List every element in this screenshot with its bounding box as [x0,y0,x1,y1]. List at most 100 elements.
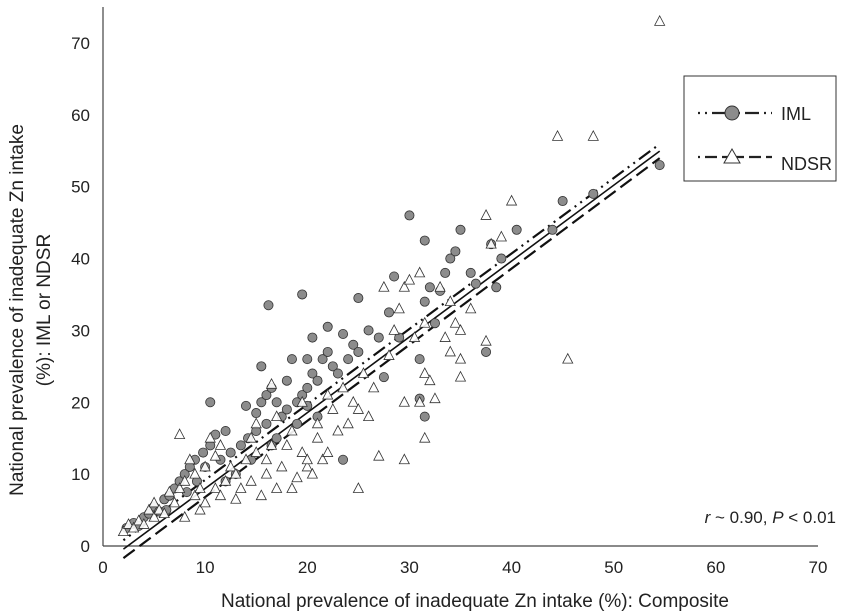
tick-labels: 0 10 20 30 40 50 60 70 0 10 20 30 40 50 60 70 [71,34,827,577]
point-ndsr [368,381,380,393]
point-ndsr [286,482,298,493]
point-ndsr [209,449,222,461]
point-ndsr [444,295,456,307]
point-iml [251,408,262,419]
point-ndsr [204,431,216,443]
fit-line-combined [122,150,661,550]
point-iml [225,447,236,458]
point-ndsr [419,367,431,378]
point-iml [383,307,394,318]
point-ndsr [265,439,278,450]
point-ndsr [296,395,308,407]
point-iml [327,361,338,372]
point-iml [256,397,267,408]
point-ndsr [260,467,273,479]
point-ndsr [480,209,492,220]
x-tick-label: 30 [400,558,419,577]
p-value: < 0.01 [784,508,836,527]
point-ndsr [413,266,426,278]
point-ndsr [260,453,273,465]
point-ndsr [296,446,308,457]
point-iml [394,332,405,343]
point-ndsr [250,417,262,429]
point-ndsr [383,349,395,360]
point-ndsr [362,410,375,422]
point-ndsr [485,237,497,249]
point-iml [419,411,430,422]
point-ndsr [301,460,313,472]
point-ndsr [240,453,252,465]
point-ndsr [454,370,467,382]
point-ndsr [153,503,165,515]
point-iml [419,296,430,307]
point-ndsr [179,474,191,486]
point-ndsr [291,471,303,483]
point-ndsr [235,482,247,493]
point-ndsr [214,439,227,450]
data-points [117,15,666,537]
y-axis-title-line2: (%): IML or NDSR [34,234,55,386]
point-iml [378,372,389,383]
point-iml [240,400,251,411]
point-iml [389,271,400,282]
legend-label-iml: IML [781,104,811,124]
point-iml [198,447,209,458]
point-iml [353,346,364,357]
point-iml [302,354,313,365]
point-ndsr [654,15,666,26]
x-tick-label: 10 [196,558,215,577]
legend-box [683,75,837,182]
point-ndsr [168,496,181,508]
point-iml [322,321,333,332]
point-ndsr [138,518,150,529]
point-iml [353,293,364,304]
point-ndsr [311,431,324,443]
point-iml [363,325,374,336]
point-iml [547,224,558,235]
legend-marker-circle [724,105,740,121]
point-iml [256,361,267,372]
y-tick-label: 0 [81,537,90,556]
point-ndsr [398,280,410,292]
point-ndsr [403,273,416,285]
point-ndsr [495,230,508,242]
point-iml [286,354,297,365]
point-ndsr [209,482,222,493]
point-ndsr [413,395,426,407]
point-iml [348,339,359,350]
point-ndsr [173,428,186,440]
x-tick-label: 0 [98,558,107,577]
x-tick-label: 50 [604,558,623,577]
y-axis-title-line1: National prevalence of inadequate Zn int… [7,124,28,496]
point-ndsr [465,302,477,314]
point-iml [220,426,231,437]
axes [102,7,818,547]
point-iml [491,282,502,293]
point-ndsr [219,474,232,486]
point-iml [481,346,492,357]
point-iml [297,289,308,300]
point-ndsr [286,424,298,436]
point-iml [317,354,328,365]
point-iml [445,253,456,264]
point-iml [404,210,415,221]
point-ndsr [189,467,201,479]
point-ndsr [322,388,334,400]
point-ndsr [419,316,431,328]
point-iml [205,397,216,408]
point-ndsr [322,446,334,457]
point-iml [281,375,292,386]
point-ndsr [143,503,155,515]
point-ndsr [270,410,283,422]
point-ndsr [133,514,145,526]
point-ndsr [311,417,324,429]
y-tick-label: 50 [71,178,90,197]
x-tick-label: 60 [706,558,725,577]
legend-label-ndsr: NDSR [781,154,832,174]
point-iml [332,368,343,379]
legend-entry-iml: IML [698,104,811,124]
point-ndsr [439,331,451,342]
point-ndsr [373,449,385,461]
point-ndsr [163,485,176,497]
point-ndsr [342,417,354,429]
